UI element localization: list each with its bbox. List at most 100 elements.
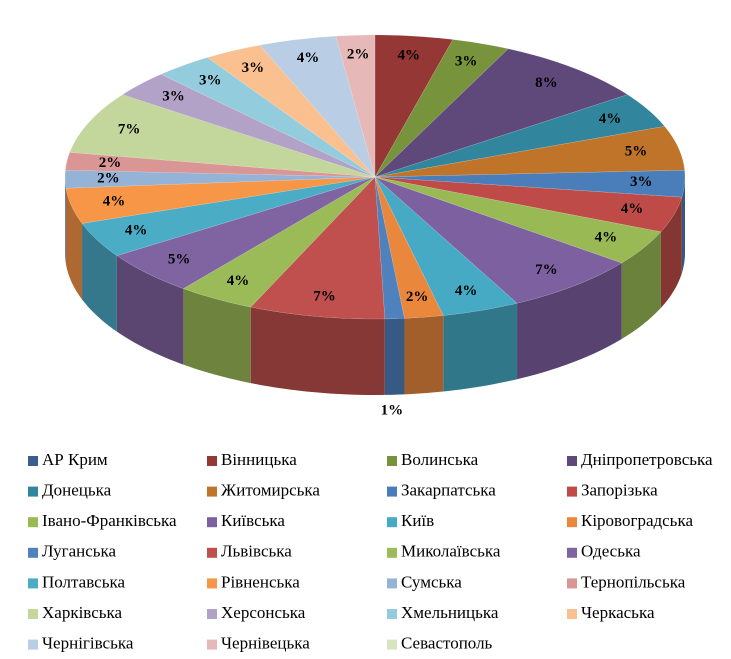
legend-swatch	[28, 517, 38, 528]
slice	[374, 39, 509, 178]
value-label: 7%	[313, 288, 336, 304]
legend-swatch	[28, 547, 38, 558]
slice-side	[681, 177, 685, 274]
pie-tops	[64, 34, 686, 320]
value-label: 5%	[168, 251, 191, 267]
legend-item: Вінницька	[207, 450, 297, 469]
slice	[374, 176, 683, 233]
slice	[121, 73, 376, 178]
value-label: 4%	[595, 229, 618, 245]
slice	[116, 176, 376, 289]
slice	[206, 44, 376, 178]
slice-side	[517, 262, 622, 380]
legend-label: Житомирська	[221, 481, 320, 500]
slice	[259, 35, 376, 178]
legend-item: Тернопільська	[567, 572, 686, 591]
legend-item: Миколаївська	[387, 542, 501, 561]
value-label: 2%	[406, 289, 429, 305]
legend-item: Полтавська	[28, 572, 125, 591]
slice-side	[116, 255, 184, 365]
legend-label: Тернопільська	[581, 572, 686, 591]
slice	[374, 34, 454, 178]
legend-label: Сумська	[401, 572, 462, 591]
value-label: 4%	[125, 223, 148, 239]
legend-item: Донецька	[28, 481, 112, 500]
legend-swatch	[207, 456, 217, 466]
legend-label: Хмельницька	[401, 603, 499, 622]
legend-label: Луганська	[42, 542, 117, 561]
slice-side	[65, 188, 83, 300]
slice	[64, 169, 376, 189]
slice	[160, 57, 376, 178]
value-label: 4%	[297, 50, 320, 66]
value-label: 3%	[630, 174, 653, 190]
legend-item: Закарпатська	[387, 481, 496, 500]
legend-item: Волинська	[387, 450, 479, 469]
legend-item: Івано-Франківська	[28, 511, 177, 530]
value-label: 4%	[599, 111, 622, 127]
slice	[374, 176, 623, 304]
legend-swatch	[28, 609, 38, 619]
legend-item: Житомирська	[207, 481, 320, 500]
value-labels: 4% 3%8%4%5%3%4%4%7%4%2%1%7%4%5%4%4%2%2%7%…	[97, 47, 652, 419]
legend-label: Волинська	[401, 450, 479, 469]
slice-side	[250, 307, 385, 395]
legend-swatch	[567, 486, 577, 497]
value-label: 2%	[347, 47, 370, 63]
slice	[374, 176, 405, 320]
slice-side	[82, 223, 117, 332]
value-label: 7%	[118, 121, 141, 137]
slice	[182, 176, 376, 308]
slice	[374, 126, 685, 178]
slice-side	[384, 318, 405, 395]
legend-item: Київ	[387, 511, 434, 530]
legend-swatch	[207, 486, 217, 497]
legend-label: Черкаська	[581, 603, 655, 622]
legend-swatch	[28, 639, 38, 650]
legend-swatch	[387, 547, 397, 558]
slice	[65, 152, 376, 178]
value-label: 4%	[455, 283, 478, 299]
legend-label: Полтавська	[42, 572, 125, 591]
legend-swatch	[387, 517, 397, 528]
legend-label: Одеська	[581, 542, 641, 561]
value-label: 4%	[103, 193, 126, 209]
legend-swatch	[28, 456, 38, 466]
value-label: 5%	[625, 143, 648, 159]
slice	[374, 169, 686, 198]
legend-label: Херсонська	[221, 603, 306, 622]
legend-item: Черкаська	[567, 603, 655, 622]
legend-label: Вінницька	[221, 450, 297, 469]
value-label: 3%	[455, 54, 478, 70]
legend-swatch	[207, 609, 217, 619]
value-label: 8%	[535, 75, 558, 91]
slice-side	[660, 197, 682, 308]
slice-side	[404, 315, 444, 395]
legend-item: Харківська	[28, 603, 123, 622]
slice	[374, 176, 518, 316]
legend-swatch	[207, 547, 217, 558]
legend-label: Львівська	[221, 542, 292, 561]
slice	[374, 176, 662, 264]
legend-swatch	[567, 547, 577, 558]
value-label: 7%	[535, 262, 558, 278]
value-label: 3%	[162, 88, 185, 104]
slice	[374, 94, 666, 178]
legend-item: Херсонська	[207, 603, 306, 622]
slice	[250, 176, 386, 320]
pie-sides	[65, 177, 685, 395]
value-label: 2%	[97, 170, 120, 186]
slice-side	[443, 303, 518, 392]
slice-side	[65, 177, 66, 265]
legend-item: Севастополь	[387, 634, 493, 653]
legend-item: Луганська	[28, 542, 117, 561]
slice	[335, 34, 376, 178]
slice-side	[183, 288, 251, 384]
legend-swatch	[567, 517, 577, 528]
legend-item: Кіровоградська	[567, 511, 693, 530]
legend-item: АР Крим	[28, 450, 108, 469]
legend-item: Одеська	[567, 542, 641, 561]
value-label: 4%	[621, 201, 644, 217]
